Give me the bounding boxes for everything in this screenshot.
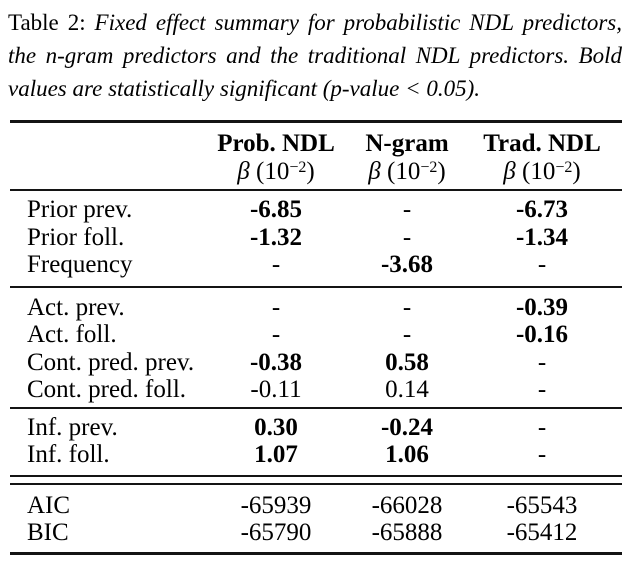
section-activation: Act. prev. - - -0.39 Act. foll. - - -0.1… — [10, 288, 622, 407]
table-row: Prior foll. -1.32 - -1.34 — [10, 224, 622, 252]
table-row: Inf. prev. 0.30 -0.24 - — [10, 414, 622, 442]
value-cell: - — [402, 223, 412, 251]
caption-text: Fixed effect summary for probabilistic N… — [94, 10, 623, 35]
caption-line-2: the n-gram predictors and the traditiona… — [8, 43, 622, 68]
value-cell: 0.14 — [385, 376, 429, 403]
value-cell: -65543 — [506, 491, 578, 519]
column-header-prob-ndl: Prob. NDL — [217, 130, 335, 157]
value-cell: - — [271, 293, 281, 321]
value-cell: -65412 — [506, 519, 578, 546]
value-cell: -6.85 — [249, 196, 303, 223]
unit-close: ) — [306, 158, 315, 185]
table-rule-double — [10, 474, 622, 485]
table-row: Inf. foll. 1.07 1.06 - — [10, 441, 622, 469]
value-cell: - — [537, 376, 547, 403]
unit-close: ) — [437, 158, 446, 185]
beta-unit: β (10−2) — [200, 158, 352, 185]
value-cell: -0.11 — [250, 376, 302, 403]
row-label: BIC — [27, 519, 69, 546]
fixed-effects-table: Prob. NDL N-gram Trad. NDL β (10−2) β (1… — [10, 120, 622, 555]
value-cell: -0.39 — [515, 293, 569, 321]
unit-exponent: −2 — [555, 159, 573, 176]
value-cell: -66028 — [371, 491, 443, 519]
unit-base: (10 — [515, 158, 556, 185]
beta-symbol: β — [503, 158, 516, 185]
unit-close: ) — [572, 158, 581, 185]
section-model-fit: AIC -65939 -66028 -65543 BIC -65790 -658… — [10, 485, 622, 552]
value-cell: -65939 — [240, 491, 312, 519]
unit-base: (10 — [380, 158, 421, 185]
unit-empty-cell — [10, 158, 200, 185]
table-row: Cont. pred. foll. -0.11 0.14 - — [10, 376, 622, 404]
table-row: Frequency - -3.68 - — [10, 251, 622, 279]
value-cell: - — [271, 251, 281, 278]
value-cell: 1.07 — [254, 441, 298, 468]
table-row: BIC -65790 -65888 -65412 — [10, 519, 622, 547]
value-cell: 0.58 — [385, 348, 429, 376]
value-cell: - — [271, 321, 281, 348]
value-cell: -1.34 — [515, 223, 569, 251]
column-header-ngram: N-gram — [365, 130, 449, 157]
header-empty-cell — [10, 130, 200, 158]
value-cell: -0.24 — [380, 413, 434, 441]
table-row: Cont. pred. prev. -0.38 0.58 - — [10, 349, 622, 377]
value-cell: -65888 — [371, 519, 443, 546]
value-cell: - — [537, 413, 547, 441]
unit-row: β (10−2) β (10−2) β (10−2) — [10, 158, 622, 189]
unit-base: (10 — [249, 158, 290, 185]
value-cell: - — [537, 441, 547, 468]
value-cell: - — [537, 251, 547, 278]
table-rule-bottom — [10, 551, 622, 555]
header-row: Prob. NDL N-gram Trad. NDL — [10, 123, 622, 158]
row-label: Inf. foll. — [27, 441, 110, 468]
row-label: Inf. prev. — [27, 413, 118, 441]
section-prior: Prior prev. -6.85 - -6.73 Prior foll. -1… — [10, 191, 622, 286]
table-row: Act. foll. - - -0.16 — [10, 321, 622, 349]
value-cell: -0.38 — [249, 348, 303, 376]
row-label: Cont. pred. prev. — [27, 348, 195, 376]
table-caption: Table 2: Fixed effect summary for probab… — [8, 6, 622, 105]
table-rule-after-header — [10, 189, 622, 191]
unit-exponent: −2 — [289, 159, 307, 176]
table-rule-mid-2 — [10, 406, 622, 409]
beta-symbol: β — [368, 158, 381, 185]
value-cell: -65790 — [240, 519, 312, 546]
value-cell: 1.06 — [385, 441, 429, 468]
column-header-trad-ndl: Trad. NDL — [483, 130, 601, 157]
unit-exponent: −2 — [420, 159, 438, 176]
row-label: Prior foll. — [27, 223, 125, 251]
value-cell: - — [537, 348, 547, 376]
beta-unit: β (10−2) — [352, 158, 462, 185]
value-cell: - — [402, 196, 412, 223]
row-label: Frequency — [27, 251, 133, 278]
value-cell: 0.30 — [254, 413, 298, 441]
row-label: Cont. pred. foll. — [27, 376, 187, 403]
table-row: Prior prev. -6.85 - -6.73 — [10, 196, 622, 224]
value-cell: -1.32 — [249, 223, 303, 251]
section-influence: Inf. prev. 0.30 -0.24 - Inf. foll. 1.07 … — [10, 409, 622, 475]
value-cell: - — [402, 293, 412, 321]
value-cell: - — [402, 321, 412, 348]
beta-symbol: β — [237, 158, 250, 185]
table-rule-mid-1 — [10, 285, 622, 288]
value-cell: -6.73 — [515, 196, 569, 223]
value-cell: -0.16 — [515, 321, 569, 348]
row-label: Prior prev. — [27, 196, 133, 223]
value-cell: -3.68 — [380, 251, 434, 278]
row-label: AIC — [27, 491, 71, 519]
table-rule-top — [10, 120, 622, 123]
table-row: Act. prev. - - -0.39 — [10, 294, 622, 322]
caption-line-3: values are statistically significant (p-… — [8, 76, 481, 101]
caption-label: Table 2: — [8, 10, 86, 35]
row-label: Act. prev. — [27, 293, 125, 321]
caption-line-1: Table 2: Fixed effect summary for probab… — [8, 6, 622, 39]
row-label: Act. foll. — [27, 321, 117, 348]
table-row: AIC -65939 -66028 -65543 — [10, 492, 622, 520]
beta-unit: β (10−2) — [462, 158, 622, 185]
